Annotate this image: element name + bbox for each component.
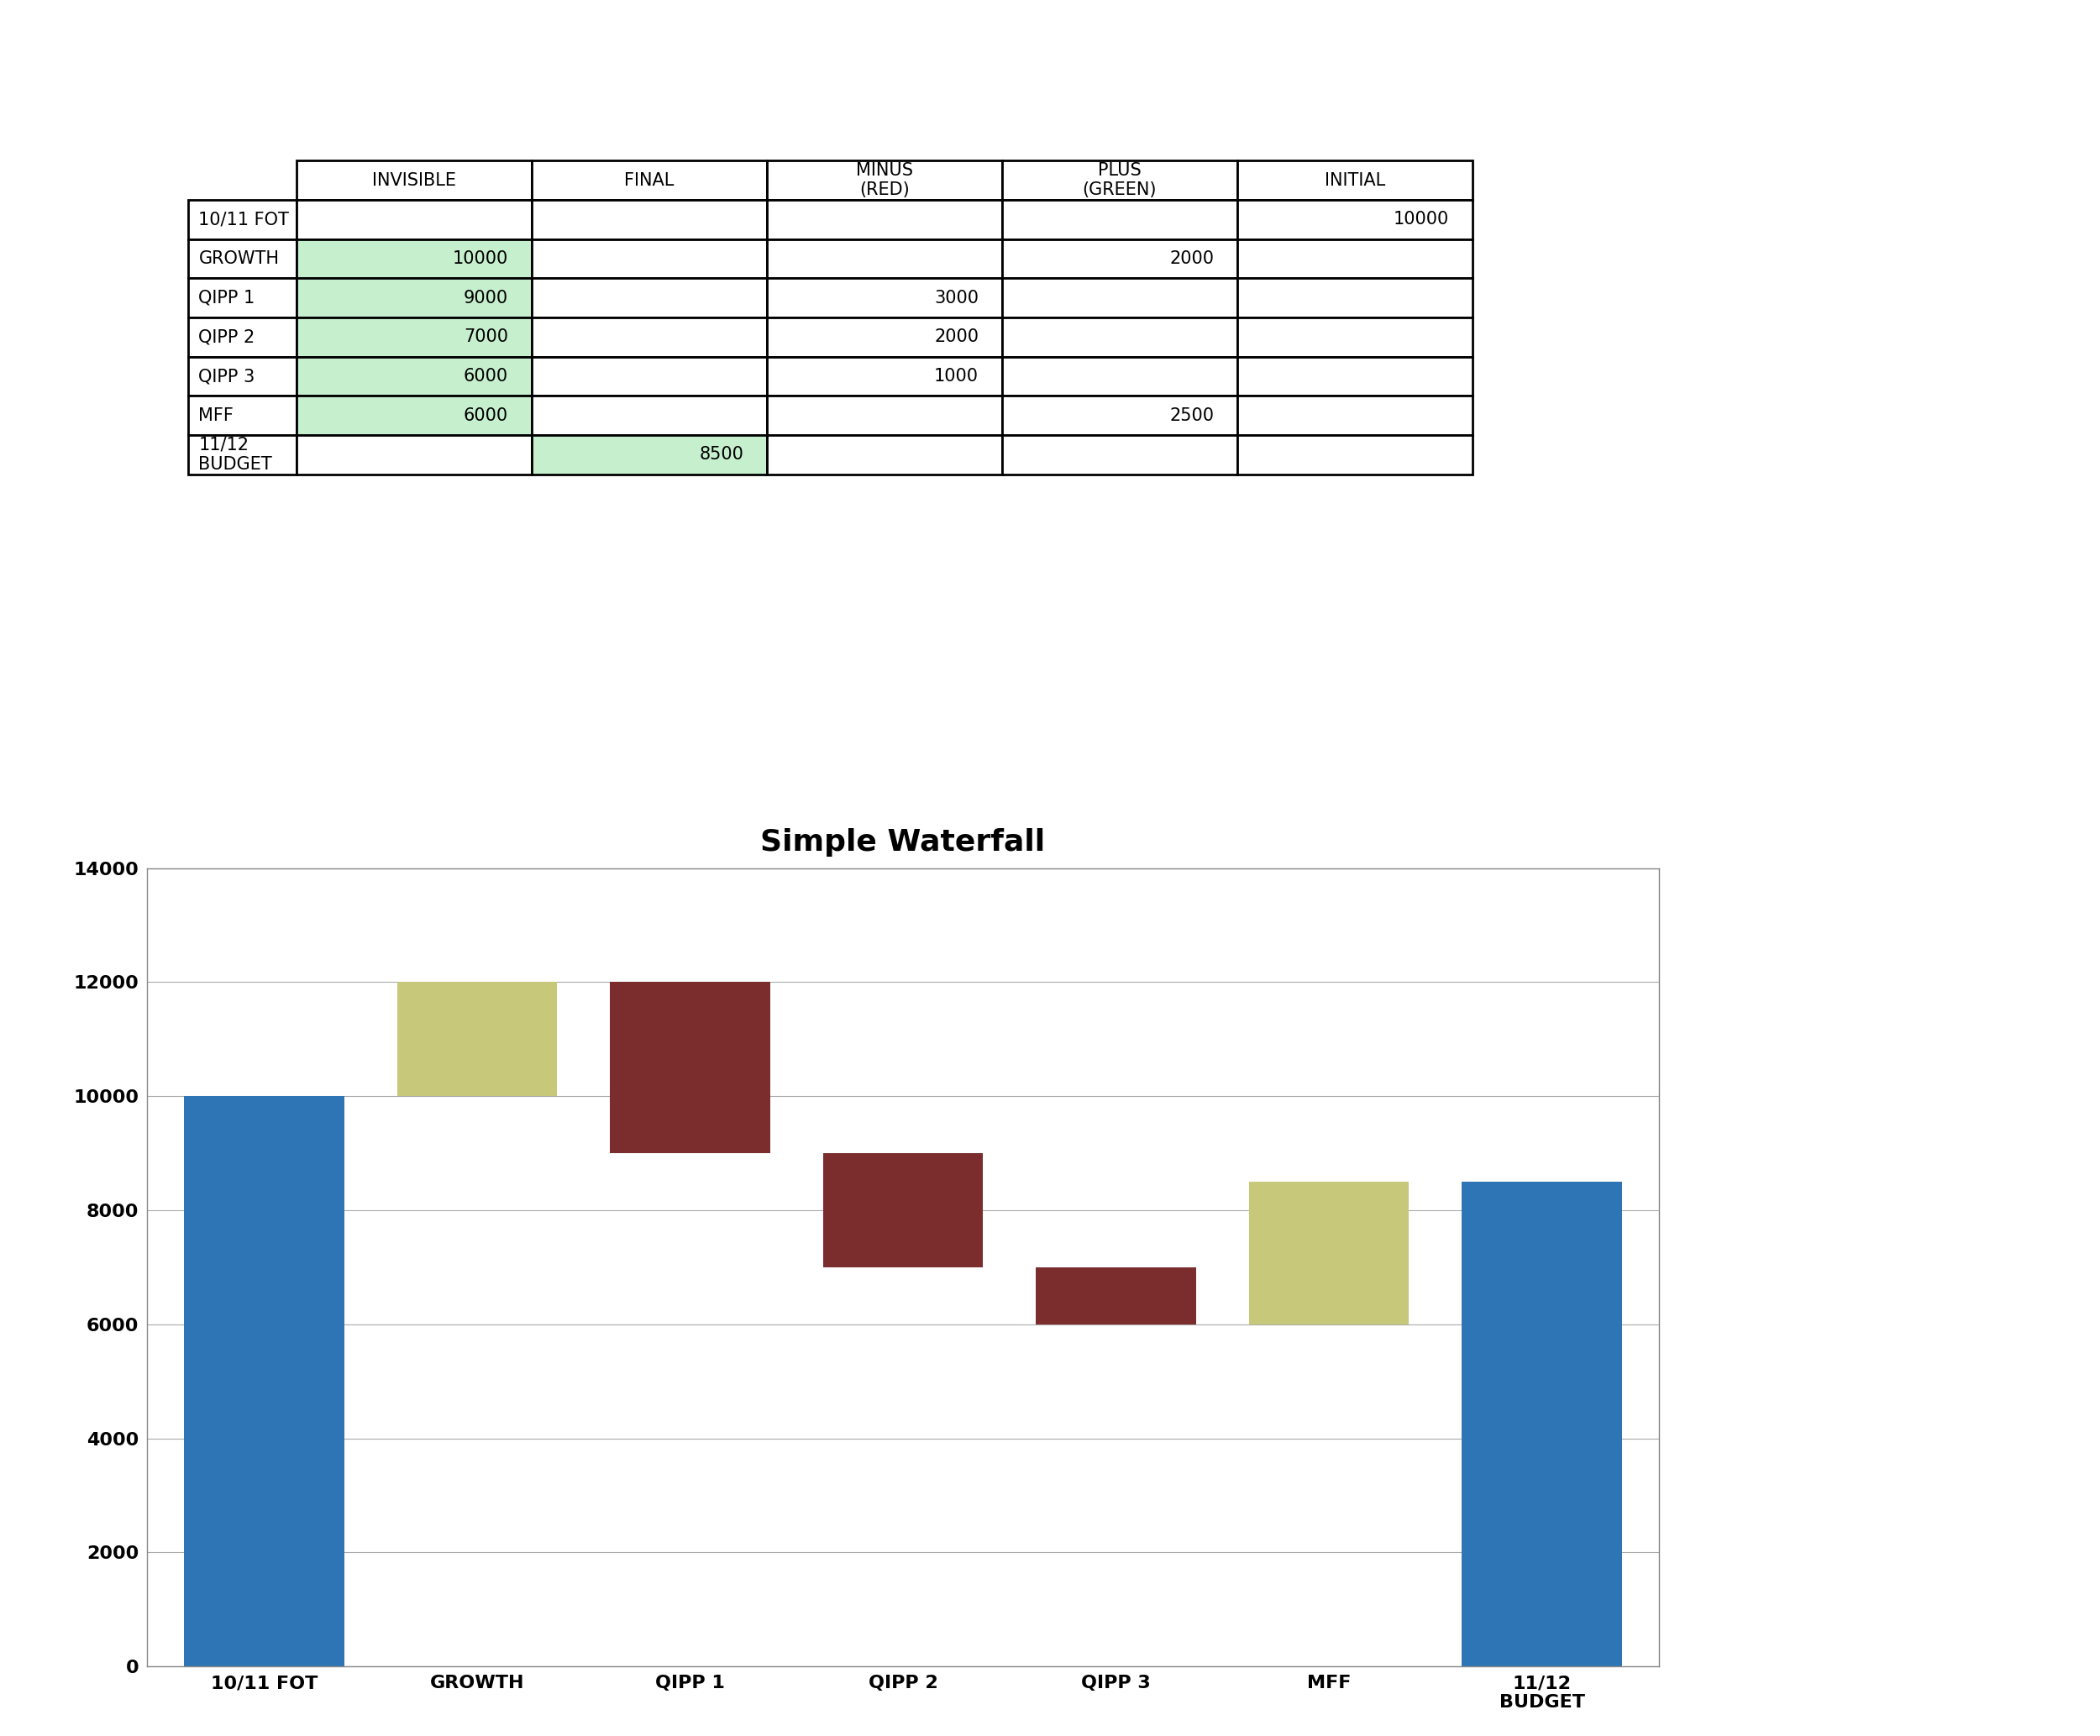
Bar: [1250, 1325, 1409, 1667]
Bar: [397, 1095, 556, 1667]
Bar: [823, 1267, 983, 1667]
Bar: [1250, 1182, 1409, 1325]
Bar: [397, 983, 556, 1095]
Bar: [823, 1153, 983, 1267]
Bar: [185, 1095, 344, 1667]
Bar: [1035, 1325, 1195, 1667]
Bar: [1035, 1267, 1195, 1325]
Bar: [611, 1153, 771, 1667]
Title: Simple Waterfall: Simple Waterfall: [760, 828, 1046, 856]
Bar: [611, 983, 771, 1153]
Bar: [1462, 1182, 1621, 1667]
